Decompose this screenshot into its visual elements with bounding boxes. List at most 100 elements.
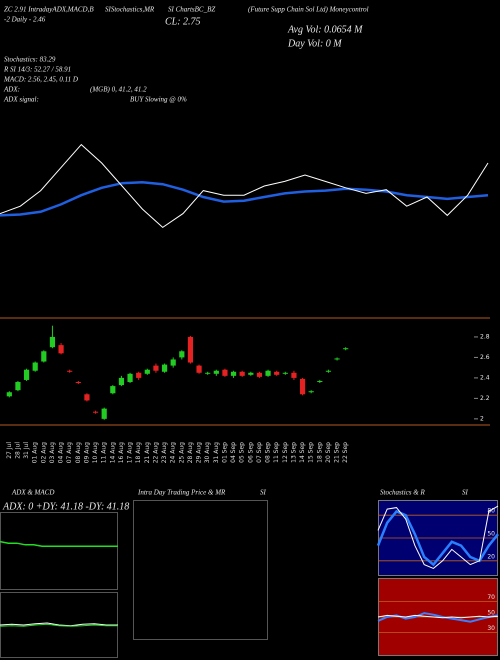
adx-signal: ADX signal: — [3, 96, 39, 104]
x-tick-label: 25 Aug — [178, 442, 185, 463]
candle-body — [49, 336, 56, 348]
x-tick-label: 13 Sep — [290, 442, 297, 463]
candle-body — [265, 370, 271, 376]
x-tick-label: 09 Aug — [83, 442, 90, 463]
x-tick-label: 02 Aug — [40, 442, 47, 463]
candle-body — [170, 359, 176, 366]
candle-body — [274, 371, 280, 375]
series-line — [0, 622, 118, 627]
y-tick-label: 50 — [487, 610, 495, 617]
candle-body — [58, 345, 64, 354]
candle-body — [256, 372, 263, 377]
x-tick-label: 05 Sep — [239, 442, 246, 463]
x-tick-label: 23 Aug — [161, 442, 168, 463]
x-tick-label: 04 Aug — [58, 442, 65, 463]
x-tick-label: 18 Aug — [135, 442, 142, 463]
y-tick-label: 70 — [487, 594, 495, 601]
x-tick-label: 20 Sep — [325, 442, 332, 463]
x-tick-label: 29 Aug — [196, 442, 203, 463]
series-line — [0, 623, 118, 627]
panel-border — [133, 500, 268, 640]
x-tick-label: 16 Aug — [118, 442, 125, 463]
candle-body — [41, 351, 47, 362]
candle-body — [213, 370, 219, 374]
y-tick-label: 2.6 — [480, 354, 490, 361]
candle-body — [308, 391, 314, 393]
x-tick-label: 08 Aug — [75, 442, 82, 463]
y-tick-label: 50 — [487, 531, 495, 538]
candle-body — [205, 372, 211, 374]
x-tick-label: 22 Aug — [152, 442, 159, 463]
candle-body — [75, 381, 81, 384]
x-tick-label: 31 Aug — [213, 442, 220, 463]
candle-body — [127, 373, 133, 382]
candle-body — [291, 372, 297, 378]
candle-body — [110, 386, 116, 394]
x-tick-label: 12 Sep — [282, 442, 289, 463]
x-tick-label: 31 Jul — [23, 442, 30, 459]
candle-body — [179, 351, 185, 358]
x-tick-label: 28 Aug — [187, 442, 194, 463]
candle-body — [144, 369, 150, 374]
panel-title: Intra Day Trading Price & MR — [137, 489, 226, 497]
x-tick-label: 21 Aug — [144, 442, 151, 463]
candle-body — [248, 372, 254, 375]
series-line — [377, 505, 499, 569]
candle-body — [230, 371, 237, 376]
adx: ADX: — [3, 86, 20, 94]
adx-values: (MGB) 0, 41.2, 41.2 — [90, 86, 147, 94]
panel-title: ADX & MACD — [11, 489, 54, 497]
x-tick-label: 15 Sep — [308, 442, 315, 463]
candle-body — [136, 372, 142, 378]
avg-vol: Avg Vol: 0.0654 M — [287, 24, 363, 35]
candle-body — [343, 348, 349, 350]
series-line — [0, 540, 118, 548]
panel-title: SI — [462, 489, 469, 497]
candle-body — [317, 380, 323, 382]
x-tick-label: 14 Aug — [109, 442, 116, 463]
x-tick-label: 01 Aug — [32, 442, 39, 463]
x-tick-label: 27 Jul — [6, 442, 13, 459]
x-tick-label: 04 Sep — [230, 442, 237, 463]
candle-body — [222, 369, 228, 376]
panel-border — [0, 512, 118, 590]
y-tick-label: 80 — [487, 508, 495, 515]
x-tick-label: 18 Sep — [316, 442, 323, 463]
x-tick-label: 22 Sep — [342, 442, 349, 463]
macd: MACD: 2.56, 2.45, 0.11 D — [3, 76, 78, 84]
y-tick-label: 30 — [487, 625, 495, 632]
panel-title: SI — [260, 489, 267, 497]
series-line — [377, 614, 499, 619]
candle-body — [334, 358, 340, 360]
close: CL: 2.75 — [165, 16, 201, 27]
candle-body — [187, 336, 194, 363]
x-tick-label: 11 Aug — [101, 442, 108, 463]
candle-body — [153, 365, 159, 371]
x-tick-label: 24 Aug — [170, 442, 177, 463]
x-tick-label: 10 Aug — [92, 442, 99, 463]
candle-body — [118, 377, 125, 386]
x-tick-label: 14 Sep — [299, 442, 306, 463]
y-tick-label: 2.2 — [480, 395, 490, 402]
x-tick-label: 06 Sep — [247, 442, 254, 463]
y-tick-label: 2 — [480, 415, 484, 422]
candle-body — [325, 370, 332, 372]
x-tick-label: 08 Sep — [265, 442, 272, 463]
x-tick-label: 11 Sep — [273, 442, 280, 463]
x-tick-label: 17 Aug — [127, 442, 134, 463]
panel-subtitle: ADX: 0 +DY: 41.18 -DY: 41.18 — [2, 501, 129, 512]
series-line — [376, 509, 499, 567]
candle-body — [23, 369, 30, 380]
x-tick-label: 01 Sep — [221, 442, 228, 463]
source: ZC 2.91 IntradayADX,MACD,B — [4, 6, 94, 14]
candle-body — [299, 378, 306, 395]
day-vol: Day Vol: 0 M — [287, 38, 342, 49]
series-line — [0, 143, 489, 229]
candle-body — [15, 381, 21, 391]
x-tick-label: 30 Aug — [204, 442, 211, 463]
x-tick-label: 28 Jul — [14, 442, 21, 459]
y-tick-label: 20 — [487, 553, 495, 560]
candle-body — [92, 411, 99, 413]
